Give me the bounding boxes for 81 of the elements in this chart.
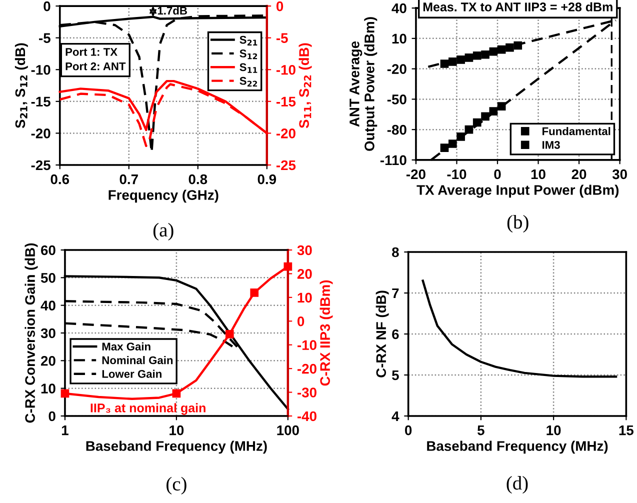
x-tick-label: 1: [62, 426, 68, 436]
y2-axis-title: S$_{11}$, S$_{22}$ (dB): [298, 43, 312, 128]
legend-label: Fundamental: [542, 127, 610, 136]
text: (c): [166, 476, 186, 495]
y-tick-label: -10: [31, 64, 50, 75]
annotation: 1.7dB: [158, 6, 187, 15]
x-tick-label: 10: [546, 425, 561, 436]
x-tick-label: 20: [572, 169, 586, 180]
y-tick-label: 60: [41, 245, 56, 256]
y2-tick-label: -40: [297, 411, 316, 422]
y-tick-label: 10: [392, 34, 406, 44]
y-tick-label: 30: [40, 328, 56, 338]
y-tick-label: -20: [387, 64, 406, 74]
x-tick-label: 30: [612, 169, 627, 180]
x-axis-title: Frequency (GHz): [108, 190, 218, 203]
y2-tick-label: -10: [276, 64, 296, 75]
y2-tick-label: 0: [276, 1, 284, 12]
y2-tick-label: -30: [297, 388, 316, 398]
chart-title: Meas. TX to ANT IIP3 = +28 dBm: [423, 2, 612, 12]
y2-tick-label: -15: [276, 96, 296, 107]
y-tick-label: 40: [392, 3, 406, 14]
y-tick-label: -20: [31, 128, 50, 138]
annotation: Port 1: TX Port 2: ANT: [66, 48, 126, 70]
legend-label: Lower Gain: [102, 370, 162, 378]
text: (b): [507, 214, 528, 233]
legend-label: S$_{11}$: [240, 63, 258, 73]
y-tick-label: 40: [40, 300, 56, 310]
x-tick-label: 0.8: [188, 174, 208, 184]
x-tick-label: -20: [406, 169, 426, 180]
y-tick-label: 4: [392, 411, 400, 422]
x-tick-label: 0: [494, 169, 501, 180]
x-tick-label: 0.9: [258, 174, 276, 184]
y-tick-label: 8: [392, 247, 399, 258]
y-tick-label: 6: [392, 329, 399, 340]
x-tick-label: 5: [478, 426, 484, 436]
x-axis-title: Baseband Frequency (MHz): [427, 440, 608, 454]
y-tick-label: -15: [31, 96, 50, 107]
y-axis-title: C-RX NF (dB): [376, 290, 389, 378]
y2-axis-title: C-RX IIP3 (dBm): [320, 280, 333, 386]
y-tick-label: -25: [31, 160, 50, 170]
y-tick-label: 10: [41, 384, 56, 394]
y-tick-label: 20: [40, 356, 56, 366]
y2-tick-label: 30: [297, 245, 312, 256]
text: (d): [506, 476, 528, 494]
y-axis-title: C-RX Conversion Gain (dB): [24, 243, 38, 423]
x-tick-label: 15: [619, 426, 634, 436]
legend-label: Nominal Gain: [102, 356, 173, 364]
x-tick-label: -10: [447, 169, 466, 180]
y-axis-title: ANT Average Output Power (dBm): [350, 17, 378, 151]
y2-tick-label: -20: [297, 364, 316, 374]
legend-label: S$_{12}$: [240, 50, 258, 60]
y2-tick-label: -5: [276, 33, 288, 43]
x-tick-label: 0.7: [120, 174, 138, 184]
y-tick-label: 5: [392, 370, 399, 380]
legend-label: IM3: [542, 141, 560, 149]
y-tick-label: -50: [387, 94, 406, 104]
x-tick-label: 10: [531, 169, 546, 180]
y2-tick-label: 20: [297, 269, 312, 279]
y-tick-label: 7: [392, 288, 399, 298]
x-axis-title: TX Average Input Power (dBm): [416, 184, 619, 198]
x-axis-title: Baseband Frequency (MHz): [86, 440, 267, 454]
x-tick-label: 100: [277, 425, 299, 436]
legend-label: S$_{22}$: [240, 76, 258, 87]
y2-tick-label: -25: [276, 160, 296, 170]
y2-tick-label: 10: [298, 292, 312, 303]
y-tick-label: -110: [380, 155, 406, 166]
y-tick-label: 0: [48, 411, 56, 422]
y-tick-label: -5: [39, 33, 50, 43]
x-tick-label: 10: [170, 425, 184, 436]
y-axis-title: S$_{21}$, S$_{12}$ (dB): [14, 43, 28, 128]
y2-tick-label: -20: [276, 128, 296, 138]
series-label: IIP₃ at nominal gain: [90, 403, 206, 415]
y2-tick-label: 0: [298, 316, 304, 326]
x-tick-label: 0.6: [50, 174, 70, 184]
y-tick-label: 0: [44, 1, 50, 12]
text: (a): [153, 222, 174, 241]
y-tick-label: 50: [40, 272, 56, 283]
legend-label: Max Gain: [102, 342, 150, 350]
y2-tick-label: -10: [297, 340, 316, 350]
y-tick-label: -80: [387, 124, 406, 135]
legend-label: S$_{21}$: [240, 36, 258, 46]
